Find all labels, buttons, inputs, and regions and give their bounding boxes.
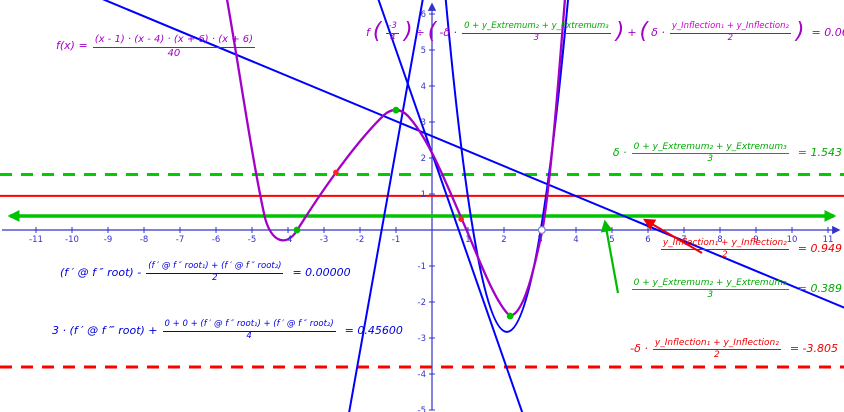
y-tick-label: 5 bbox=[421, 46, 426, 56]
green1-fraction: 0 + y_Extremum₂ + y_Extremum₃ 3 bbox=[631, 142, 789, 165]
x-tick-label: 8 bbox=[717, 235, 722, 245]
green-mean-label-2[interactable]: 0 + y_Extremum₂ + y_Extremum₃ 3 = 0.389 bbox=[630, 278, 842, 301]
term2-coef: δ · bbox=[651, 25, 665, 39]
blue-formula-1[interactable]: (f ′ @ f ″ root) - (f ′ @ f ″ root₁) + (… bbox=[60, 261, 351, 284]
x-tick-label: 11 bbox=[823, 235, 834, 245]
red1-fraction: y_Inflection₁ + y_Inflection₂ 2 bbox=[660, 238, 789, 261]
y-tick-label: 3 bbox=[421, 118, 426, 128]
x-tick-label: -3 bbox=[320, 235, 328, 245]
local-max-point[interactable] bbox=[392, 106, 400, 114]
red2-coef: -δ · bbox=[630, 342, 648, 356]
term2-fraction: y_Inflection₁ + y_Inflection₂ 2 bbox=[669, 21, 791, 43]
main-result: = 0.06600 bbox=[811, 25, 844, 39]
red-mean-label-1[interactable]: y_Inflection₁ + y_Inflection₂ 2 = 0.949 bbox=[659, 238, 842, 261]
x-tick-label: -4 bbox=[284, 235, 292, 245]
inflection-point-left[interactable] bbox=[333, 169, 339, 176]
x-tick-label: -9 bbox=[104, 235, 112, 245]
green2-result: = 0.389 bbox=[797, 282, 842, 296]
plus-operator: + bbox=[627, 25, 637, 39]
x-tick-label: -10 bbox=[65, 235, 79, 245]
x-tick-label: 6 bbox=[645, 235, 650, 245]
y-tick-label: 1 bbox=[421, 190, 426, 200]
y-tick-label: -5 bbox=[418, 406, 426, 412]
blue-line-steep-left[interactable] bbox=[348, 0, 424, 412]
term1-coef: -δ · bbox=[439, 25, 458, 39]
x-tick-label: -7 bbox=[176, 235, 184, 245]
divide-operator: ÷ bbox=[415, 25, 425, 39]
blue2-lead: 3 · (f ′ @ f ‴ root) + bbox=[52, 323, 158, 337]
y-tick-label: -1 bbox=[418, 262, 426, 272]
red-mean-label-2[interactable]: -δ · y_Inflection₁ + y_Inflection₂ 2 = -… bbox=[630, 338, 838, 361]
blue1-fraction: (f ′ @ f ″ root₁) + (f ′ @ f ″ root₂) 2 bbox=[146, 261, 284, 283]
green-annotation-arrow bbox=[600, 219, 620, 294]
green1-coef: δ · bbox=[612, 146, 627, 160]
x-tick-label: 4 bbox=[573, 235, 578, 245]
green2-fraction: 0 + y_Extremum₂ + y_Extremum₃ 3 bbox=[631, 278, 789, 301]
root-point-right[interactable] bbox=[537, 226, 546, 235]
reference-lines-layer bbox=[0, 172, 844, 369]
x-tick-label: -5 bbox=[248, 235, 256, 245]
red-annotation-arrow bbox=[642, 218, 703, 254]
root-point-left[interactable] bbox=[293, 226, 301, 234]
x-tick-label: 2 bbox=[501, 235, 506, 245]
green-mean-label-1[interactable]: δ · 0 + y_Extremum₂ + y_Extremum₃ 3 = 1.… bbox=[613, 142, 842, 165]
x-tick-label: 9 bbox=[753, 235, 758, 245]
red1-result: = 0.949 bbox=[797, 242, 842, 256]
x-tick-label: -8 bbox=[140, 235, 148, 245]
green1-result: = 1.543 bbox=[797, 146, 842, 160]
y-tick-label: 6 bbox=[421, 10, 426, 20]
red2-fraction: y_Inflection₁ + y_Inflection₂ 2 bbox=[652, 338, 781, 361]
points-layer: -11 -10 -9 -8 -7 -6 -5 -4 -3 -2 -1 1 2 3 4 5 6 7 8 9 10 11-5-… bbox=[29, 10, 833, 412]
f-def-fraction: (x - 1) · (x - 4) · (x + 6) · (x + 6) 40 bbox=[92, 34, 256, 59]
x-tick-label: 7 bbox=[681, 235, 686, 245]
x-tick-label: 1 bbox=[465, 235, 470, 245]
blue-line-steep-right[interactable] bbox=[376, 0, 524, 412]
x-tick-label: 5 bbox=[609, 235, 614, 245]
f-definition-label[interactable]: f(x) = (x - 1) · (x - 4) · (x + 6) · (x … bbox=[56, 34, 257, 59]
blue-formula-2[interactable]: 3 · (f ′ @ f ‴ root) + 0 + 0 + (f ′ @ f … bbox=[52, 319, 403, 342]
x-tick-label: -11 bbox=[29, 235, 43, 245]
x-tick-label: 3 bbox=[537, 235, 542, 245]
inflection-point-right[interactable] bbox=[458, 216, 464, 222]
main-arg-fraction: -3 4 bbox=[386, 21, 399, 43]
f-def-lhs: f(x) = bbox=[56, 39, 88, 53]
x-tick-label: -6 bbox=[212, 235, 220, 245]
y-tick-label: -2 bbox=[418, 298, 426, 308]
local-min-point[interactable] bbox=[506, 312, 514, 320]
y-tick-label: 2 bbox=[421, 154, 426, 164]
blue2-fraction: 0 + 0 + (f ′ @ f ″ root₁) + (f ′ @ f ″ r… bbox=[162, 319, 336, 341]
x-tick-label: -1 bbox=[392, 235, 400, 245]
y-tick-label: -3 bbox=[418, 334, 426, 344]
y-tick-label: -4 bbox=[418, 370, 426, 380]
y-tick-label: 4 bbox=[421, 82, 426, 92]
main-formula-label[interactable]: f ( -3 4 ) ÷ ( -δ · 0 + y_Extremum₂ + y_… bbox=[366, 20, 844, 44]
blue2-result: = 0.45600 bbox=[344, 323, 403, 337]
x-tick-label: 10 bbox=[787, 235, 798, 245]
term1-fraction: 0 + y_Extremum₂ + y_Extremum₃ 3 bbox=[462, 21, 611, 43]
blue1-lead: (f ′ @ f ″ root) - bbox=[60, 265, 142, 279]
x-tick-label: -2 bbox=[356, 235, 364, 245]
red2-result: = -3.805 bbox=[789, 342, 838, 356]
main-f: f bbox=[366, 25, 370, 39]
blue1-result: = 0.00000 bbox=[292, 265, 351, 279]
